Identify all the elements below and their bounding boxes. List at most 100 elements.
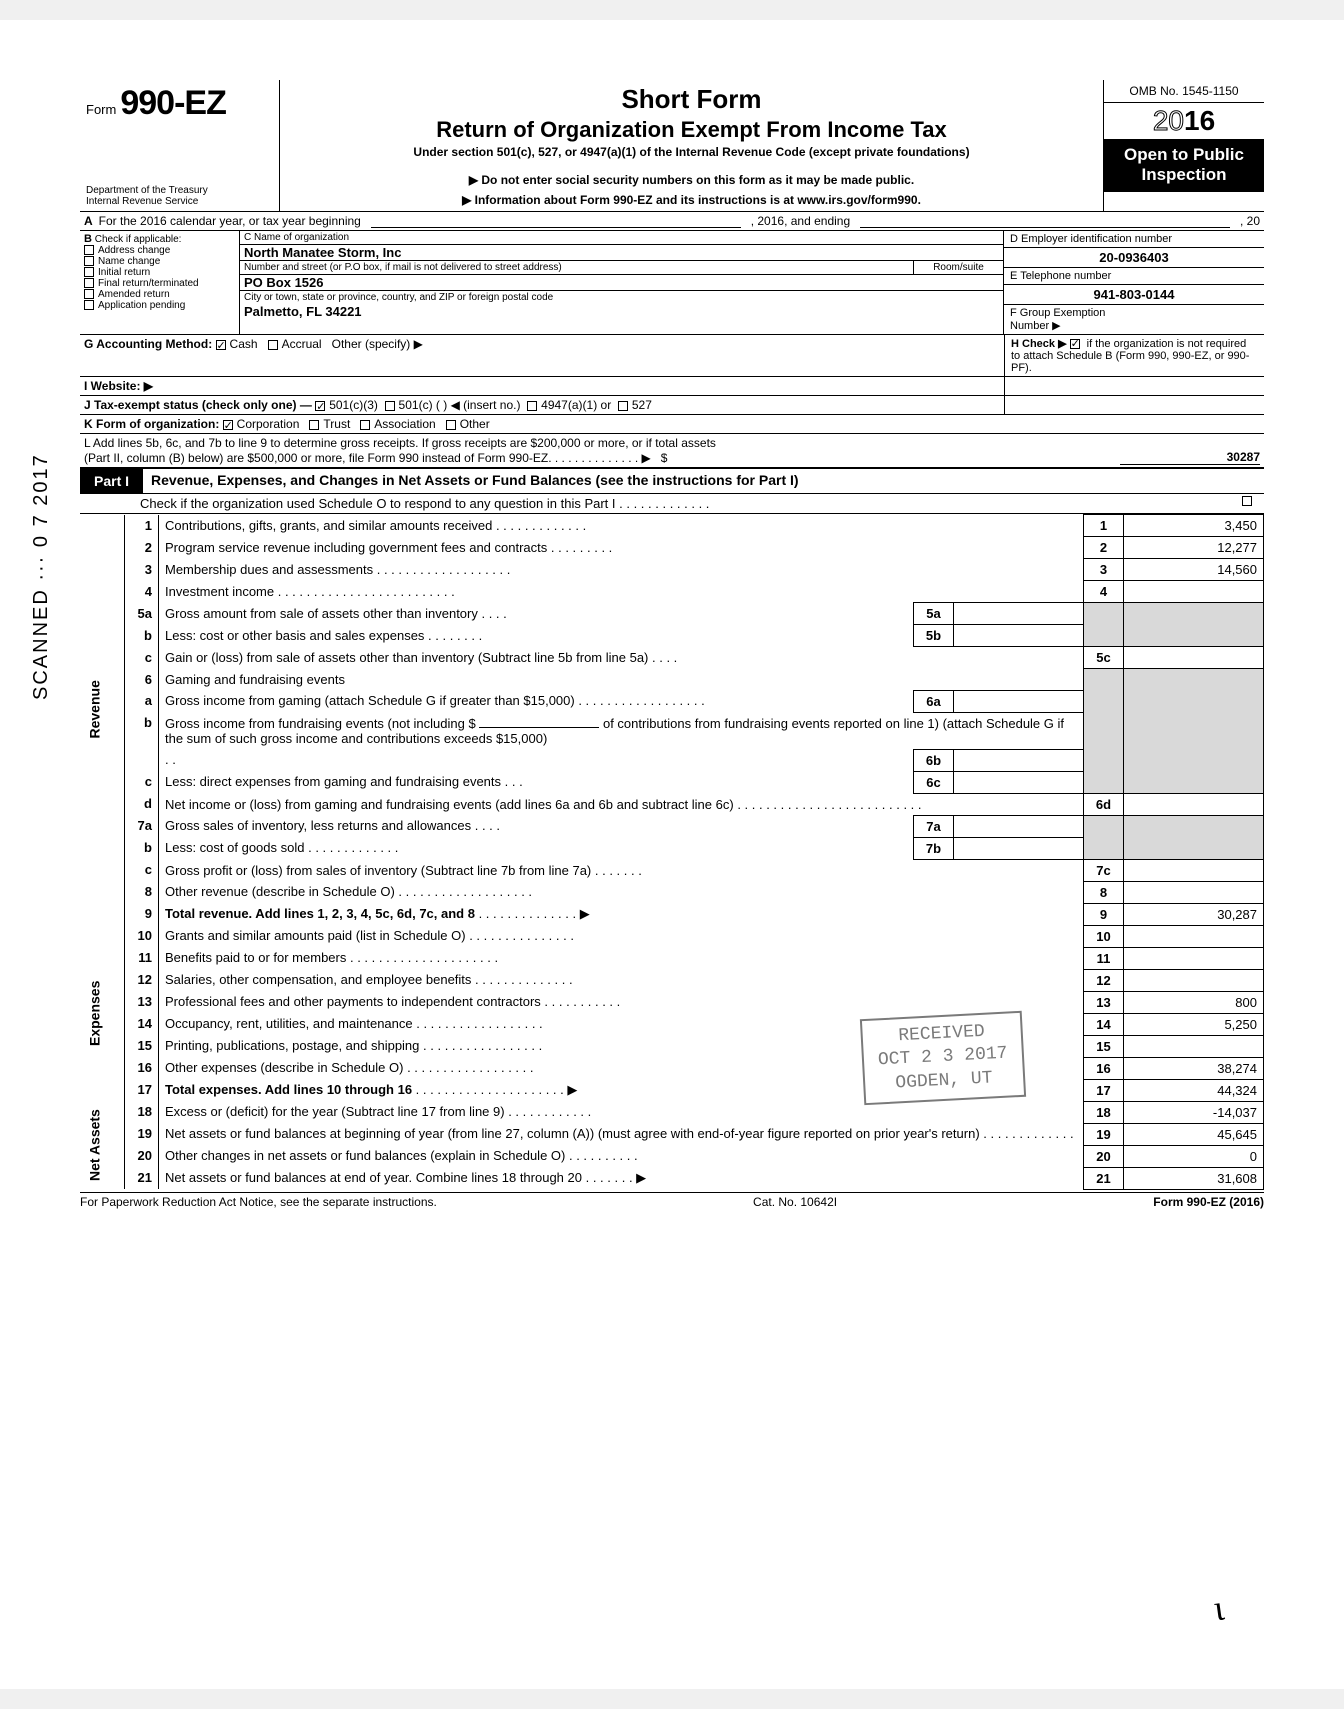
val-7b[interactable] [954, 837, 1084, 859]
inbox-5b: 5b [914, 625, 954, 647]
f-line-2: Number ▶ [1010, 320, 1061, 332]
chk-527[interactable] [618, 401, 628, 411]
val-6a[interactable] [954, 690, 1084, 712]
insert-no: ) ◀ (insert no.) [443, 398, 520, 412]
inbox-7a: 7a [914, 815, 954, 837]
desc-10: Grants and similar amounts paid (list in… [165, 928, 466, 943]
chk-h[interactable] [1070, 339, 1080, 349]
year-bold: 16 [1184, 105, 1215, 136]
chk-address-change[interactable] [84, 245, 94, 255]
desc-17: Total expenses. Add lines 10 through 16 [165, 1082, 412, 1097]
desc-6d: Net income or (loss) from gaming and fun… [165, 797, 734, 812]
chk-final-return[interactable] [84, 278, 94, 288]
amt-19: 45,645 [1124, 1123, 1264, 1145]
label-k: K Form of organization: [84, 417, 219, 431]
chk-schedule-o[interactable] [1242, 496, 1252, 506]
col-h: H Check ▶ if the organization is not req… [1004, 335, 1264, 376]
row-a: A For the 2016 calendar year, or tax yea… [80, 212, 1264, 231]
chk-501c3[interactable] [315, 401, 325, 411]
instruction-2: ▶ Information about Form 990-EZ and its … [290, 193, 1093, 207]
val-5b[interactable] [954, 625, 1084, 647]
omb-number: OMB No. 1545-1150 [1104, 80, 1264, 103]
desc-19: Net assets or fund balances at beginning… [165, 1126, 980, 1141]
part-1-title: Revenue, Expenses, and Changes in Net As… [143, 469, 1264, 493]
amt-1: 3,450 [1124, 515, 1264, 537]
desc-6c: Less: direct expenses from gaming and fu… [165, 774, 501, 789]
amt-8 [1124, 881, 1264, 903]
form-word: Form [86, 102, 116, 117]
val-7a[interactable] [954, 815, 1084, 837]
chk-initial-return[interactable] [84, 267, 94, 277]
inbox-6c: 6c [914, 771, 954, 793]
footer-right: Form 990-EZ (2016) [1153, 1195, 1264, 1209]
part-1-sub: Check if the organization used Schedule … [80, 494, 1264, 514]
chk-4947[interactable] [527, 401, 537, 411]
open-line-2: Inspection [1108, 165, 1260, 185]
form-page: SCANNED ··· 0 7 2017 Form 990-EZ Departm… [0, 20, 1344, 1689]
amt-21: 31,608 [1124, 1167, 1264, 1189]
inbox-5a: 5a [914, 603, 954, 625]
title-return: Return of Organization Exempt From Incom… [290, 117, 1093, 143]
opt-address-change: Address change [98, 245, 170, 256]
part-1-sub-text: Check if the organization used Schedule … [140, 496, 616, 511]
val-6b[interactable] [954, 749, 1084, 771]
instruction-1: ▶ Do not enter social security numbers o… [290, 173, 1093, 187]
footer-left: For Paperwork Reduction Act Notice, see … [80, 1195, 437, 1209]
inbox-6b: 6b [914, 749, 954, 771]
chk-accrual[interactable] [268, 340, 278, 350]
desc-18: Excess or (deficit) for the year (Subtra… [165, 1104, 505, 1119]
chk-trust[interactable] [309, 420, 319, 430]
ein-value: 20-0936403 [1004, 248, 1264, 268]
row-a-text-1: For the 2016 calendar year, or tax year … [99, 214, 361, 228]
label-c-city: City or town, state or province, country… [240, 291, 1003, 304]
desc-2: Program service revenue including govern… [165, 540, 547, 555]
desc-13: Professional fees and other payments to … [165, 994, 541, 1009]
row-i: I Website: ▶ [80, 377, 1264, 396]
opt-association: Association [374, 417, 435, 431]
amt-2: 12,277 [1124, 537, 1264, 559]
chk-corporation[interactable] [223, 420, 233, 430]
f-line-1: F Group Exemption [1010, 307, 1105, 319]
amt-16: 38,274 [1124, 1057, 1264, 1079]
desc-14: Occupancy, rent, utilities, and maintena… [165, 1016, 413, 1031]
desc-7a: Gross sales of inventory, less returns a… [165, 818, 471, 833]
inbox-7b: 7b [914, 837, 954, 859]
opt-application-pending: Application pending [98, 300, 185, 311]
dept-line-2: Internal Revenue Service [86, 196, 273, 207]
desc-15: Printing, publications, postage, and shi… [165, 1038, 419, 1053]
open-to-public: Open to Public Inspection [1104, 139, 1264, 192]
label-g: G Accounting Method: [84, 337, 212, 351]
opt-501c3: 501(c)(3) [329, 398, 378, 412]
header-left: Form 990-EZ Department of the Treasury I… [80, 80, 280, 211]
amt-10 [1124, 925, 1264, 947]
part-1-tag: Part I [80, 469, 143, 493]
desc-6a: Gross income from gaming (attach Schedul… [165, 693, 575, 708]
label-j: J Tax-exempt status (check only one) — [84, 398, 312, 412]
row-a-blank-2[interactable] [860, 214, 1230, 228]
opt-other-method: Other (specify) ▶ [332, 337, 423, 351]
chk-amended-return[interactable] [84, 289, 94, 299]
desc-8: Other revenue (describe in Schedule O) [165, 884, 395, 899]
chk-application-pending[interactable] [84, 300, 94, 310]
col-b: B Check if applicable: Address change Na… [80, 231, 240, 334]
row-a-text-2: , 2016, and ending [751, 214, 850, 228]
amt-5c [1124, 647, 1264, 669]
amt-17: 44,324 [1124, 1079, 1264, 1101]
desc-16: Other expenses (describe in Schedule O) [165, 1060, 403, 1075]
opt-initial-return: Initial return [98, 267, 150, 278]
val-6c[interactable] [954, 771, 1084, 793]
chk-association[interactable] [360, 420, 370, 430]
label-room-suite: Room/suite [913, 261, 1003, 274]
opt-other-org: Other [460, 417, 490, 431]
opt-527: 527 [632, 398, 652, 412]
row-a-blank-1[interactable] [371, 214, 741, 228]
label-d: D Employer identification number [1004, 231, 1264, 248]
chk-cash[interactable] [216, 340, 226, 350]
amt-4 [1124, 581, 1264, 603]
chk-501c[interactable] [385, 401, 395, 411]
chk-other-org[interactable] [446, 420, 456, 430]
chk-name-change[interactable] [84, 256, 94, 266]
desc-20: Other changes in net assets or fund bala… [165, 1148, 565, 1163]
blank-6b[interactable] [479, 727, 599, 728]
val-5a[interactable] [954, 603, 1084, 625]
